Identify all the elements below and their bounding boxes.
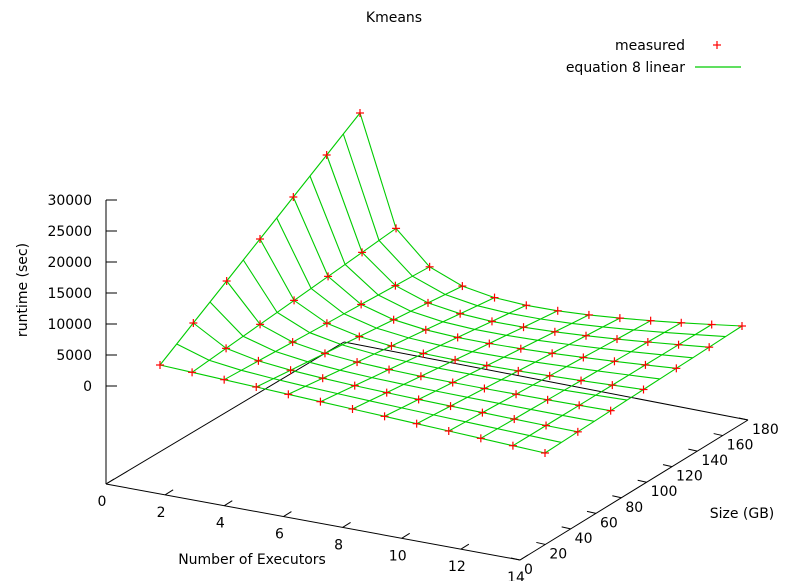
x-axis-line xyxy=(105,483,521,561)
x-tick xyxy=(105,478,115,485)
y-tick-label: 80 xyxy=(625,500,643,516)
x-tick xyxy=(519,554,529,561)
x-tick-label: 14 xyxy=(507,570,525,581)
x-tick xyxy=(342,522,351,528)
measured-points xyxy=(156,109,746,457)
y-tick xyxy=(586,510,597,514)
y-tick-label: 40 xyxy=(575,531,593,547)
y-tick-label: 140 xyxy=(701,453,728,469)
y-tick xyxy=(688,448,698,452)
x-tick-label: 6 xyxy=(275,527,284,543)
legend: measured equation 8 linear xyxy=(566,38,741,76)
y-tick-label: 180 xyxy=(752,422,779,438)
x-tick xyxy=(283,511,292,517)
z-tick-label: 25000 xyxy=(47,224,92,240)
x-tick-label: 12 xyxy=(448,559,466,575)
back-right-line xyxy=(343,341,749,421)
legend-label-measured: measured xyxy=(615,38,685,54)
z-tick-label: 15000 xyxy=(47,286,92,302)
x-tick xyxy=(164,489,174,496)
surface-line-size xyxy=(359,112,743,327)
y-tick xyxy=(561,526,571,530)
y-tick-label: 100 xyxy=(651,484,678,500)
x-tick-label: 4 xyxy=(216,516,225,532)
z-tick-label: 0 xyxy=(83,379,92,395)
surface-line-size xyxy=(242,259,628,401)
z-axis-label: runtime (sec) xyxy=(15,243,31,337)
y-tick xyxy=(738,417,749,421)
y-tick-label: 20 xyxy=(549,546,567,562)
chart-title: Kmeans xyxy=(366,10,422,26)
surface-line-size xyxy=(226,280,611,412)
x-axis-label: Number of Executors xyxy=(178,552,326,568)
y-tick xyxy=(612,495,622,499)
y-tick-label: 120 xyxy=(676,469,703,485)
y-tick xyxy=(662,464,673,468)
x-tick-label: 0 xyxy=(98,494,107,510)
surface-line-size xyxy=(276,217,660,380)
z-tick-label: 20000 xyxy=(47,255,92,271)
y-axis-line xyxy=(519,419,749,561)
z-tick-label: 30000 xyxy=(47,193,92,209)
axes: 0 5000 10000 15000 20000 25000 30000 0 2 4 6 8 10 12 1… xyxy=(47,193,778,581)
y-tick-label: 0 xyxy=(524,562,533,578)
y-tick xyxy=(713,433,723,437)
x-tick xyxy=(460,543,470,550)
surface-line-size xyxy=(326,154,710,348)
x-tick xyxy=(401,532,410,539)
surface-line-size xyxy=(309,175,693,359)
y-axis-label: Size (GB) xyxy=(710,506,775,522)
y-tick xyxy=(536,541,546,545)
x-tick xyxy=(224,500,233,507)
surface-line-size xyxy=(209,301,595,422)
surface-line-size xyxy=(176,343,562,443)
legend-measured-marker xyxy=(713,41,721,49)
back-left-line xyxy=(105,341,345,485)
y-tick xyxy=(637,479,647,483)
x-tick-label: 8 xyxy=(334,537,343,553)
z-tick-label: 10000 xyxy=(47,317,92,333)
surface-line-size xyxy=(342,133,726,338)
x-tick-label: 2 xyxy=(157,505,166,521)
x-tick-label: 10 xyxy=(389,548,407,564)
y-tick-label: 160 xyxy=(727,438,754,454)
legend-label-equation: equation 8 linear xyxy=(566,60,685,76)
y-tick xyxy=(510,557,521,561)
z-tick-label: 5000 xyxy=(56,348,92,364)
y-tick-label: 60 xyxy=(600,515,618,531)
